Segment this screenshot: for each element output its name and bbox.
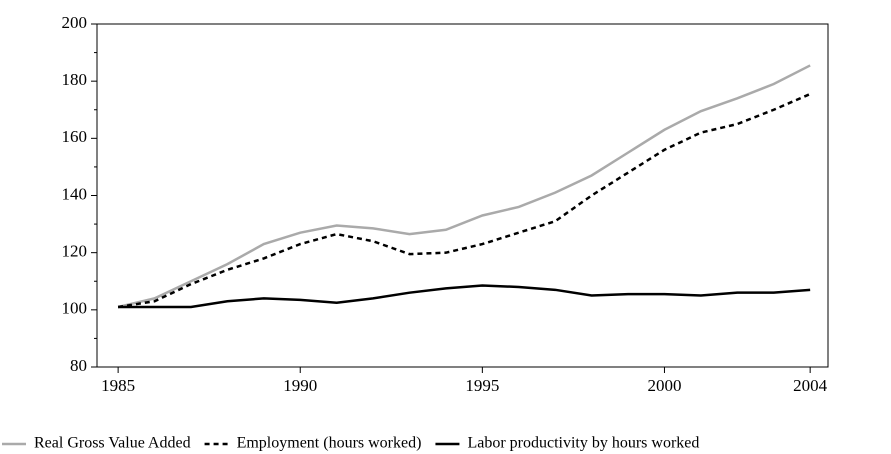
y-tick-label: 120	[62, 242, 88, 261]
y-tick-label: 160	[62, 127, 88, 146]
series-line	[117, 64, 811, 309]
x-tick-label: 2000	[647, 376, 681, 395]
y-tick-label: 80	[70, 356, 87, 375]
legend-label: Real Gross Value Added	[34, 435, 191, 452]
series-line	[118, 284, 811, 309]
y-tick-label: 100	[62, 299, 88, 318]
y-tick-label: 180	[62, 70, 88, 89]
x-tick-label: 2004	[793, 376, 828, 395]
x-tick-label: 1985	[101, 376, 135, 395]
series-line	[117, 92, 811, 309]
legend-label: Employment (hours worked)	[237, 435, 422, 452]
legend-label: Labor productivity by hours worked	[467, 435, 699, 452]
x-tick-label: 1990	[283, 376, 317, 395]
y-tick-label: 140	[62, 184, 88, 203]
plot-frame	[96, 23, 829, 368]
x-tick-label: 1995	[465, 376, 499, 395]
y-tick-label: 200	[62, 13, 88, 32]
